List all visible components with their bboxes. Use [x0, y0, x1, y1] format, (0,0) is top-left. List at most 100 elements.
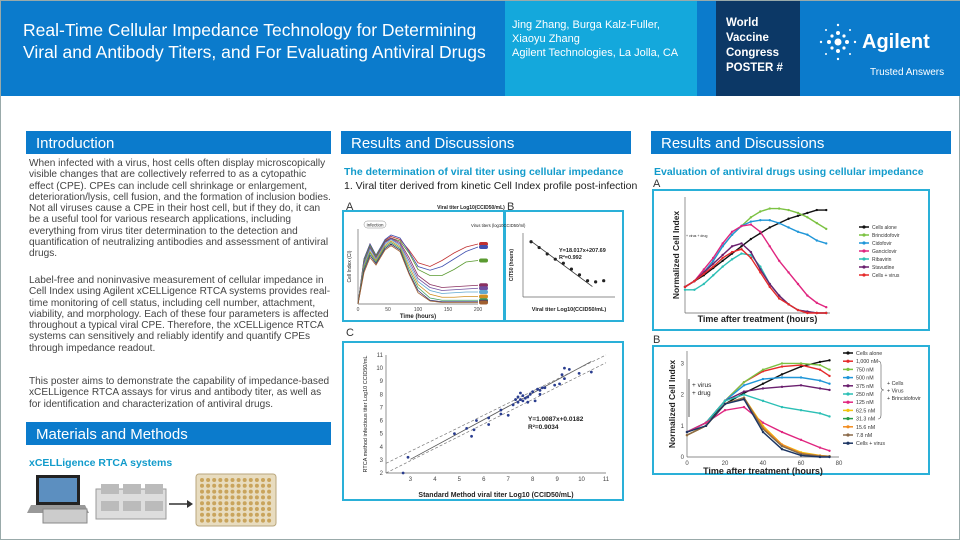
poster-line: Vaccine [726, 32, 769, 44]
data-point [506, 413, 510, 417]
y-tick-label: 5 [380, 432, 384, 438]
logo-tagline: Trusted Answers [870, 67, 945, 78]
data-point [818, 360, 822, 364]
data-point [825, 227, 828, 231]
poster-line: World [726, 17, 759, 29]
legend-marker [862, 241, 866, 245]
series-line [357, 234, 479, 305]
chart-label: Cells alone [872, 225, 897, 231]
data-point [780, 430, 784, 434]
legend-marker [846, 417, 850, 421]
data-point [401, 471, 405, 475]
chart-label: Brincidofovir [872, 233, 900, 239]
data-point [759, 210, 762, 213]
affiliation: Agilent Technologies, La Jolla, CA [512, 47, 679, 59]
x-tick-label: 100 [414, 307, 423, 313]
data-point [768, 219, 771, 222]
data-point [521, 399, 525, 403]
data-point [825, 242, 828, 245]
data-point [825, 306, 828, 309]
series-line [357, 239, 478, 305]
legend-marker [846, 400, 850, 404]
chart-label: Viral titer Log10(CCID50/mL) [532, 307, 607, 313]
methods-subheading: xCELLigence RTCA systems [29, 457, 173, 469]
data-point [742, 380, 746, 384]
x-tick-label: 5 [458, 477, 462, 483]
data-point [828, 359, 831, 362]
series-line [686, 396, 830, 458]
legend-marker [846, 441, 850, 445]
data-point [742, 405, 746, 409]
chart-label: + virus + drug [686, 234, 707, 238]
data-point [768, 226, 771, 229]
series-line [684, 219, 827, 288]
x-tick-label: 20 [722, 461, 729, 467]
chart-label: Time after treatment (hours) [698, 314, 818, 324]
data-point [749, 216, 753, 219]
data-point [780, 448, 784, 451]
data-point [825, 311, 828, 315]
y-tick-label: 11 [377, 353, 384, 359]
series-line [686, 398, 830, 458]
series-line [685, 252, 827, 314]
data-point [815, 239, 819, 242]
legend-marker [846, 367, 850, 371]
x-tick-label: 0 [357, 307, 360, 313]
legend-marker [862, 249, 866, 253]
y-tick-label: 0 [681, 455, 685, 461]
data-point [796, 214, 800, 218]
chart-label: + Virus [887, 389, 904, 395]
data-point [721, 245, 724, 248]
legend-marker [846, 384, 850, 388]
chart-label: Cells + virus [872, 273, 900, 279]
data-point [589, 370, 593, 374]
data-point [799, 438, 803, 442]
data-point [787, 303, 790, 306]
data-point [806, 211, 809, 215]
data-point [499, 408, 503, 412]
chart-label: Virus titers (log10CCID50/ml) [471, 223, 526, 228]
data-point [475, 419, 478, 422]
data-point [740, 245, 743, 248]
poster-title: Real-Time Cellular Impedance Technology … [23, 19, 503, 63]
data-point [742, 393, 746, 396]
data-point [761, 377, 765, 381]
chart-label: Cell Index (CI) [347, 250, 353, 282]
panel-label-a: A [346, 201, 354, 213]
poster-line: POSTER # [726, 62, 783, 74]
data-point [723, 402, 727, 406]
data-point [531, 390, 535, 394]
data-point [740, 224, 743, 228]
data-point [594, 280, 598, 284]
data-point [585, 279, 590, 283]
infection-callout [363, 220, 387, 229]
data-point [828, 449, 831, 452]
chart-label: Normalized Cell Index [667, 360, 677, 449]
middle-subheading-2: 1. Viral titer derived from kinetic Cell… [344, 180, 638, 192]
chart-label: Normalized Cell Index [671, 211, 681, 300]
right-subheading: Evaluation of antiviral drugs using cell… [654, 166, 924, 178]
y-tick-label: 2 [380, 471, 384, 477]
data-point [828, 455, 831, 459]
data-point [768, 282, 771, 286]
data-point [759, 271, 762, 274]
data-point [453, 432, 456, 436]
panel-label-b: B [507, 201, 515, 213]
chart-right-a: Time after treatment (hours) Normalized C… [671, 197, 900, 324]
data-point [761, 421, 765, 424]
data-point [780, 405, 784, 409]
chart-label: 125 nM [856, 400, 874, 406]
data-point [712, 262, 715, 265]
data-point [602, 279, 606, 283]
legend-marker [846, 351, 850, 355]
data-point [828, 374, 831, 378]
agilent-logo: Agilent Trusted Answers [816, 19, 956, 89]
data-point [796, 211, 800, 215]
chart-panel-right-b [652, 345, 930, 475]
y-tick-label: 3 [380, 458, 384, 464]
series-line [357, 243, 478, 305]
chart-right-b: 0 20 40 60 80 0 1 2 3 Time after treatment (hours… [667, 351, 921, 476]
data-point [519, 391, 522, 395]
x-tick-label: 6 [482, 477, 486, 483]
